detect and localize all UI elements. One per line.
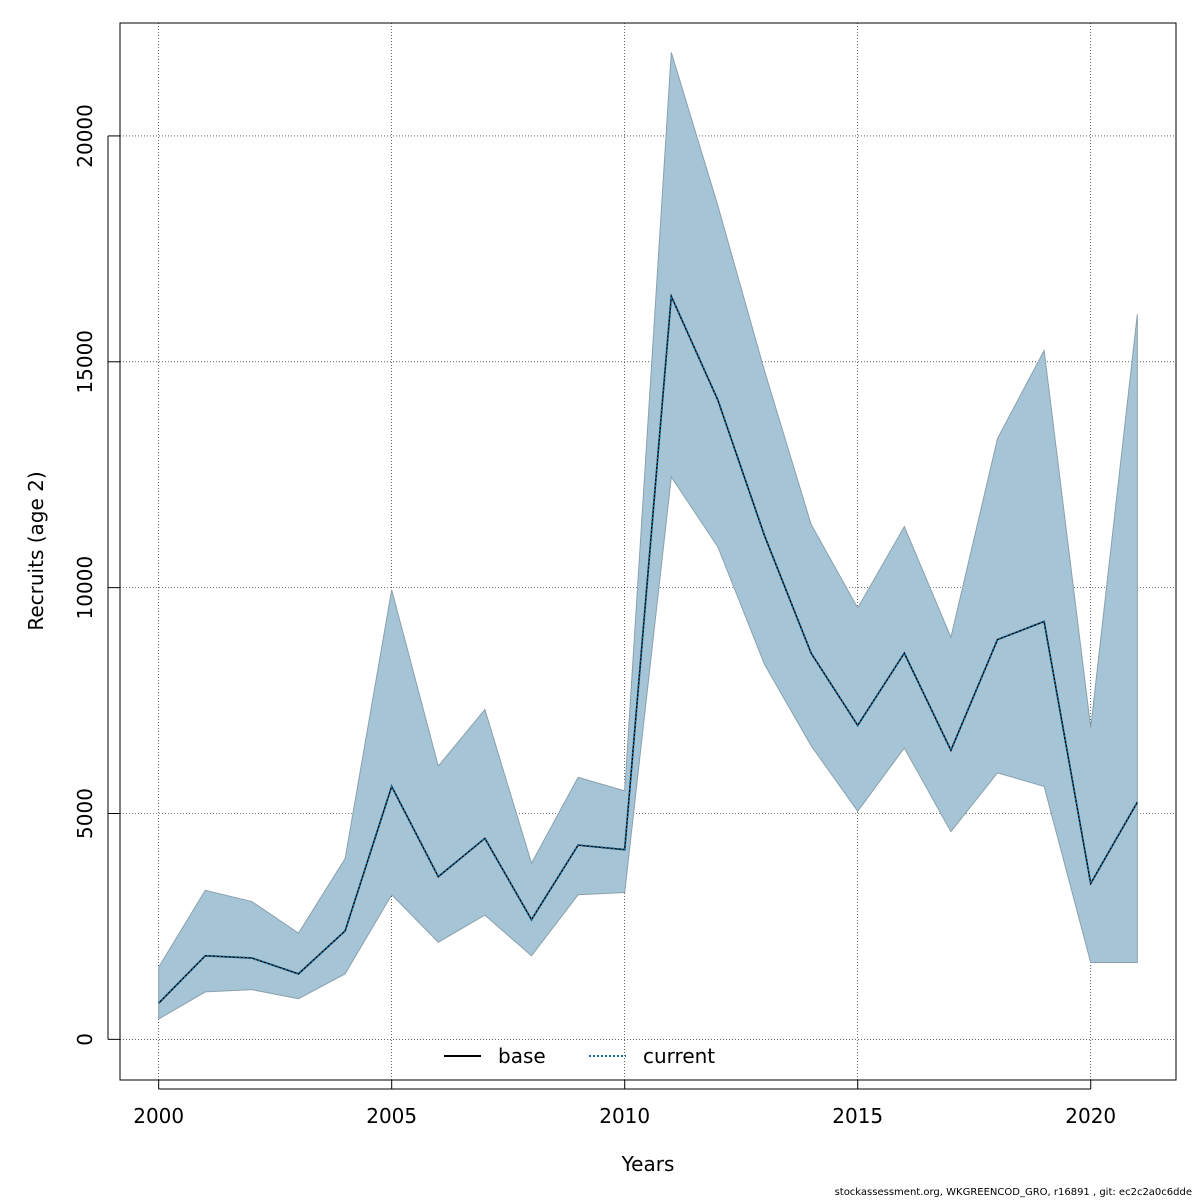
confidence-band-group	[158, 52, 1138, 1020]
legend-base-label: base	[498, 1044, 546, 1068]
y-tick-label: 0	[73, 1033, 97, 1046]
y-tick-label: 20000	[73, 104, 97, 168]
x-axis-title: Years	[621, 1152, 675, 1176]
series-current-line	[157, 292, 1139, 1004]
x-tick-label: 2005	[366, 1104, 417, 1128]
confidence-band	[158, 52, 1138, 1020]
y-tick-label: 5000	[73, 788, 97, 839]
y-tick-label: 10000	[73, 556, 97, 620]
plot-frame	[119, 22, 1177, 1081]
x-tick-label: 2010	[599, 1104, 650, 1128]
legend-current-label: current	[643, 1044, 715, 1068]
x-tick-label: 2015	[832, 1104, 883, 1128]
axes: 2000 2005 2010 2015 2020 0 5000 10000 15000 20000	[73, 104, 1116, 1128]
y-tick-label: 15000	[73, 330, 97, 394]
y-axis-title: Recruits (age 2)	[24, 471, 48, 630]
x-tick-label: 2020	[1065, 1104, 1116, 1128]
x-tick-label: 2000	[133, 1104, 184, 1128]
footer-credit: stockassessment.org, WKGREENCOD_GRO, r16…	[834, 1187, 1192, 1198]
legend: base current	[444, 1044, 715, 1068]
series-lines	[157, 292, 1139, 1004]
